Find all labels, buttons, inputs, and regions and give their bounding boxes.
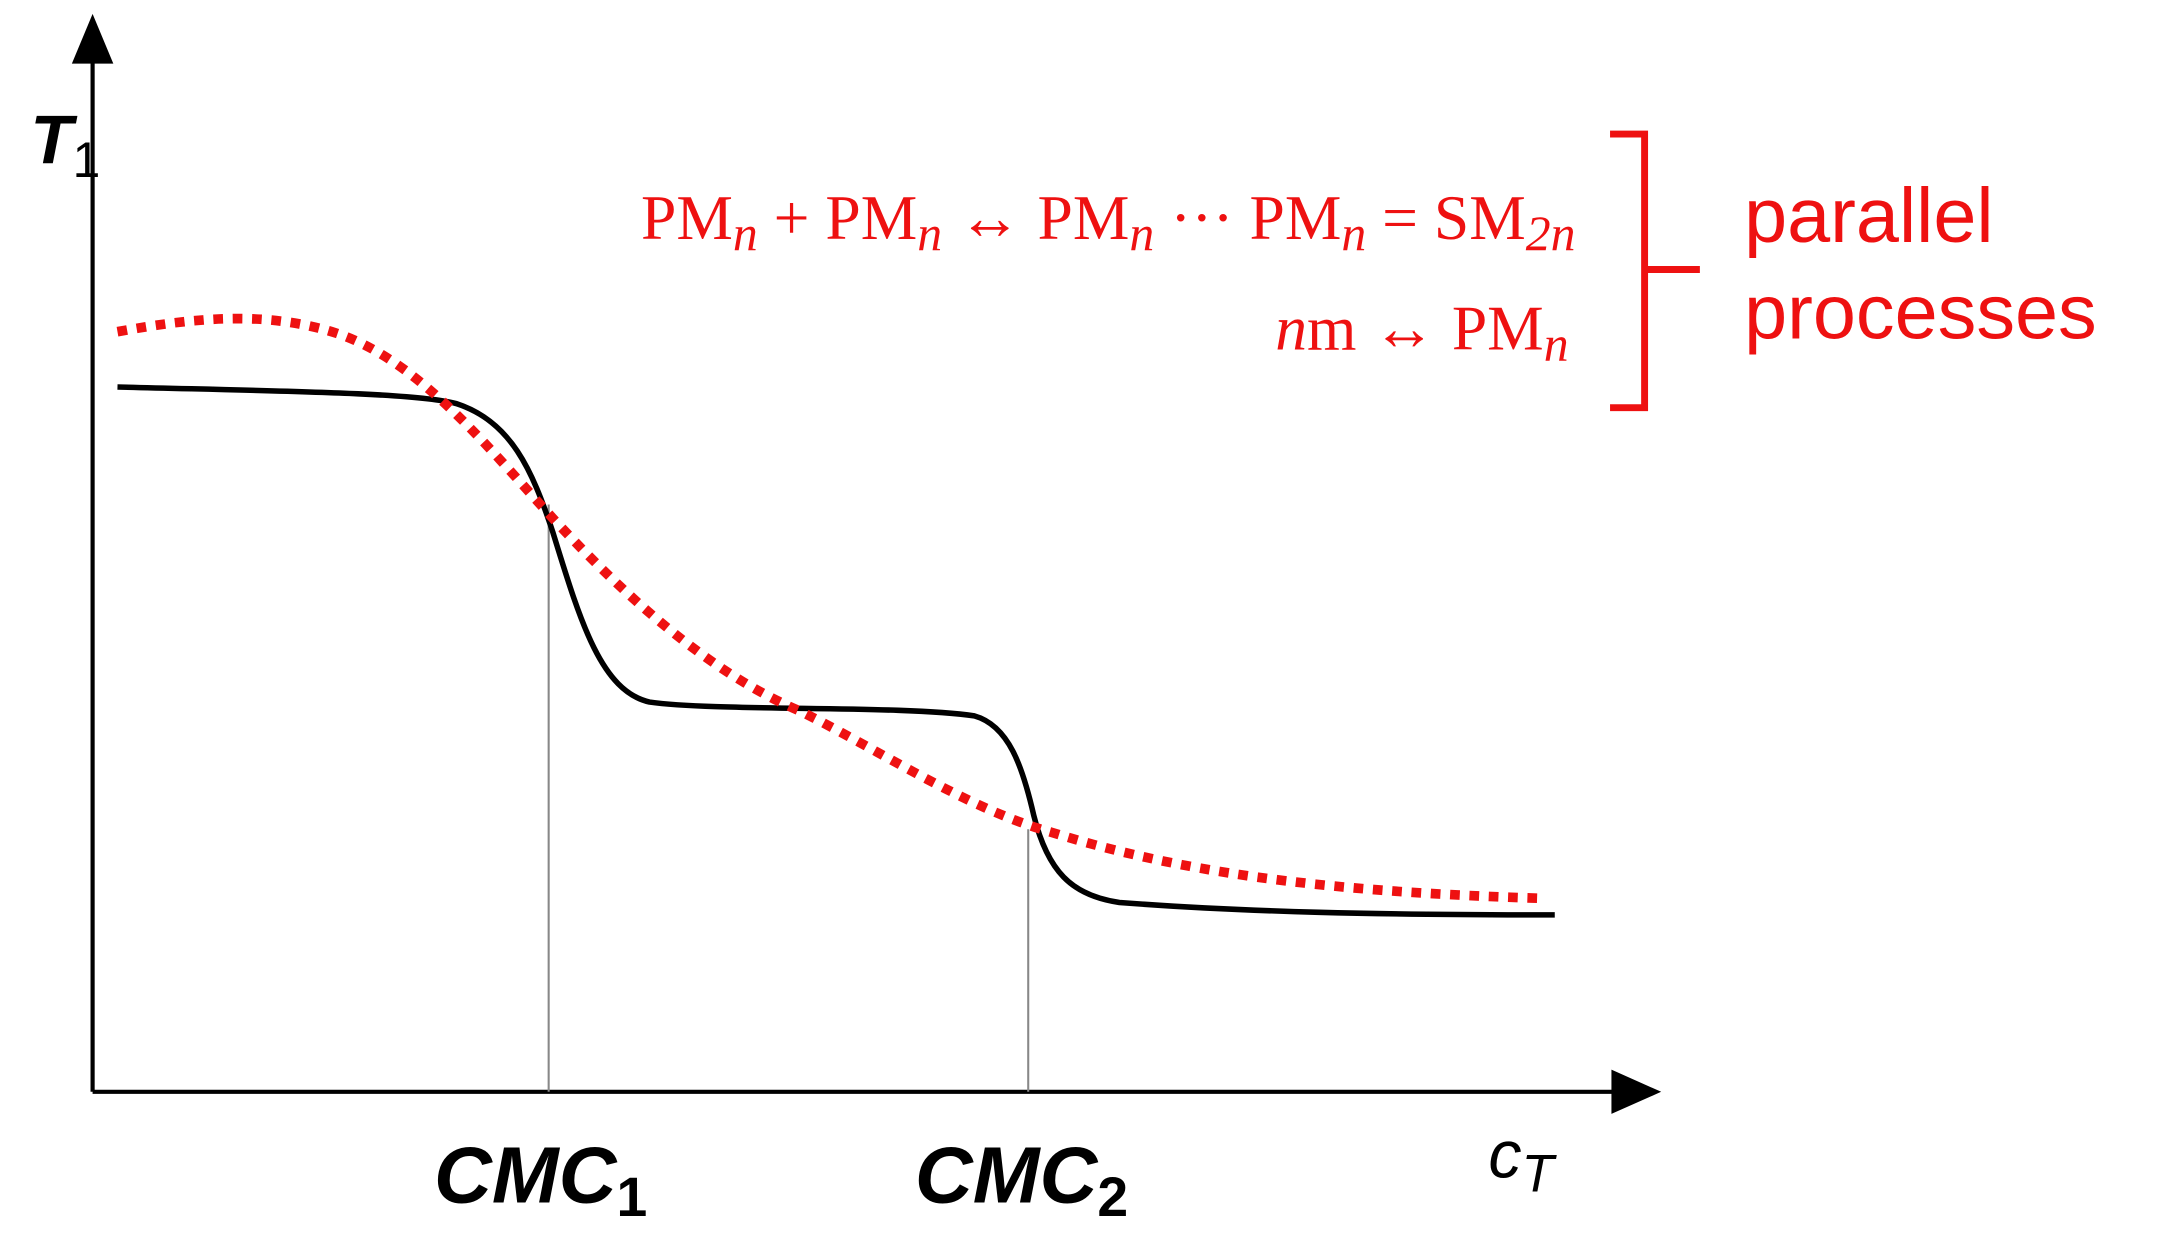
y-arrow [71,13,114,64]
x-arrow [1611,1069,1662,1114]
bracket [1610,130,1700,412]
cmc2-label: CMC2 [915,1129,1128,1228]
y-label: T1 [30,100,100,188]
equation-2: nm ↔ PMn [1275,293,1568,372]
bracket-label-1: parallel [1744,173,1993,259]
solid-curve [117,384,1555,918]
cmc1-label: CMC1 [434,1129,647,1228]
x-label: cT [1488,1118,1557,1203]
dotted-curve [116,313,1542,904]
equation-1: PMn + PMn ↔ PMn ··· PMn = SM2n [641,182,1575,261]
bracket-label-2: processes [1744,270,2097,356]
